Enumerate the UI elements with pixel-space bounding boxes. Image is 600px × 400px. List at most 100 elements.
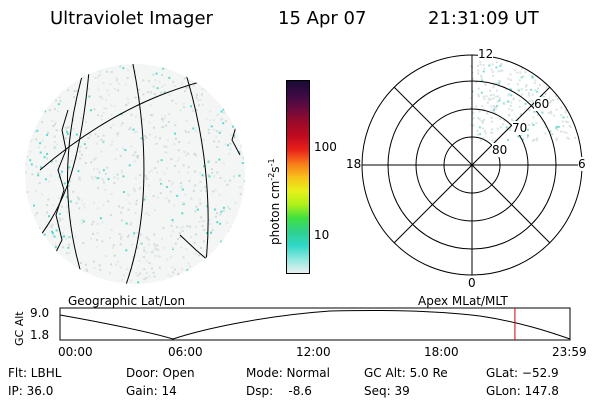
gcalt-info: GC Alt: 5.0 Re [364,366,448,380]
speckle-pixel [511,109,514,112]
speckle-pixel [90,237,93,240]
speckle-pixel [91,223,94,226]
speckle-pixel [165,197,168,200]
speckle-pixel [110,143,113,146]
speckle-pixel [98,171,101,174]
speckle-pixel [117,132,120,135]
speckle-pixel [206,232,208,234]
speckle-pixel [499,69,502,72]
speckle-pixel [162,67,165,70]
speckle-pixel [57,168,60,171]
speckle-pixel [192,109,194,112]
speckle-pixel [516,71,519,74]
speckle-pixel [533,138,536,141]
speckle-pixel [93,158,96,161]
mlt-label-12: 12 [478,47,494,61]
speckle-pixel [536,139,539,142]
speckle-pixel [183,90,186,93]
speckle-pixel [70,219,73,222]
speckle-pixel [94,156,97,159]
speckle-pixel [63,182,66,185]
speckle-pixel [29,150,32,153]
speckle-pixel [53,108,56,111]
speckle-pixel [111,140,114,143]
speckle-pixel [169,190,172,193]
speckle-pixel [46,157,49,160]
speckle-pixel [170,234,173,237]
speckle-pixel [88,132,91,135]
speckle-pixel [562,125,565,128]
speckle-pixel [555,138,558,141]
speckle-pixel [116,260,119,263]
grid-line [119,64,145,284]
speckle-pixel [184,193,187,196]
speckle-pixel [175,137,177,140]
speckle-pixel [507,114,510,117]
speckle-pixel [108,93,110,96]
speckle-pixel [152,271,155,274]
speckle-pixel [518,105,521,108]
speckle-pixel [156,244,159,247]
speckle-pixel [172,230,174,233]
speckle-pixel [217,113,220,116]
speckle-pixel [202,240,205,243]
speckle-pixel [98,95,101,98]
speckle-pixel [26,191,29,194]
speckle-pixel [500,63,503,65]
speckle-pixel [209,119,212,122]
speckle-pixel [215,130,218,133]
speckle-pixel [477,95,480,98]
speckle-pixel [201,174,204,177]
speckle-pixel [66,133,69,135]
speckle-pixel [510,88,513,91]
speckle-pixel [29,159,32,162]
speckle-pixel [145,236,148,239]
speckle-pixel [139,186,142,189]
speckle-pixel [530,88,533,91]
speckle-pixel [494,139,497,142]
speckle-pixel [560,106,563,109]
speckle-pixel [185,131,188,134]
speckle-pixel [163,84,166,87]
speckle-pixel [528,109,531,112]
speckle-pixel [550,110,552,113]
speckle-pixel [147,238,150,241]
speckle-pixel [164,151,167,154]
speckle-pixel [132,234,135,237]
speckle-pixel [134,160,137,163]
speckle-pixel [482,95,485,98]
speckle-pixel [110,104,113,107]
speckle-pixel [92,232,94,235]
speckle-pixel [483,129,486,132]
speckle-pixel [56,110,59,113]
speckle-pixel [477,93,480,96]
speckle-pixel [216,171,219,174]
speckle-pixel [126,268,129,271]
speckle-pixel [199,198,201,201]
speckle-pixel [121,171,124,174]
speckle-pixel [135,199,138,202]
speckle-pixel [132,128,135,131]
speckle-pixel [110,192,113,195]
speckle-pixel [143,198,146,201]
speckle-pixel [239,193,242,196]
speckle-pixel [75,102,78,105]
speckle-pixel [195,205,198,208]
speckle-pixel [73,90,76,93]
speckle-pixel [544,132,547,135]
speckle-pixel [490,109,493,112]
instrument-title: Ultraviolet Imager [50,8,213,29]
speckle-pixel [79,145,82,148]
speckle-pixel [96,167,99,170]
speckle-pixel [201,224,204,227]
speckle-pixel [35,165,38,168]
speckle-pixel [100,118,103,121]
speckle-pixel [125,249,128,252]
speckle-pixel [174,132,176,135]
speckle-pixel [100,115,103,117]
speckle-pixel [479,63,482,66]
speckle-pixel [155,248,158,251]
speckle-pixel [151,251,154,253]
speckle-pixel [498,81,501,84]
speckle-pixel [484,83,487,86]
